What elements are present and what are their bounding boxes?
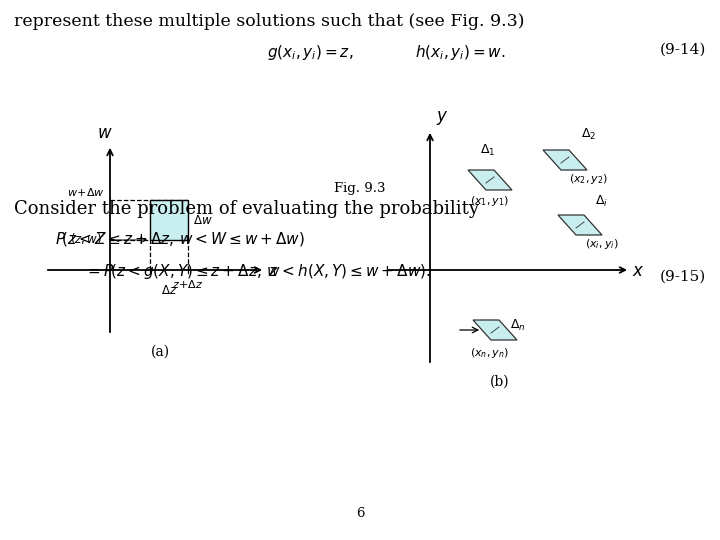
Text: (a): (a) [150, 345, 170, 359]
Polygon shape [473, 320, 517, 340]
Text: $P\!\left(z < Z \leq z+\Delta z,\, w < W \leq w+\Delta w\right)$: $P\!\left(z < Z \leq z+\Delta z,\, w < W… [55, 230, 305, 248]
Text: Consider the problem of evaluating the probability: Consider the problem of evaluating the p… [14, 200, 479, 218]
Bar [150, 200, 188, 240]
Text: (9-14): (9-14) [660, 43, 706, 57]
Text: $= P\!\left(z < g(X,Y) \leq z+\Delta z,\, w < h(X,Y) \leq w+\Delta w\right).$: $= P\!\left(z < g(X,Y) \leq z+\Delta z,\… [85, 262, 431, 281]
Polygon shape [468, 170, 512, 190]
Text: $w$: $w$ [97, 125, 113, 142]
Text: $\Delta_i$: $\Delta_i$ [595, 194, 608, 209]
Text: $\Delta z$: $\Delta z$ [161, 284, 177, 297]
Text: (9-15): (9-15) [660, 270, 706, 284]
Text: (b): (b) [490, 375, 510, 389]
Text: 6: 6 [356, 507, 364, 520]
Text: $\Delta_1$: $\Delta_1$ [480, 143, 495, 158]
Text: $z\!+\!\Delta z$: $z\!+\!\Delta z$ [172, 278, 204, 290]
Text: $\Delta w$: $\Delta w$ [193, 213, 212, 226]
Text: $(x_2, y_2)$: $(x_2, y_2)$ [569, 172, 608, 186]
Text: $w\!+\!\Delta w$: $w\!+\!\Delta w$ [67, 186, 105, 198]
Text: represent these multiple solutions such that (see Fig. 9.3): represent these multiple solutions such … [14, 13, 524, 30]
Text: $\Delta_2$: $\Delta_2$ [581, 127, 596, 142]
Text: $x$: $x$ [632, 264, 644, 280]
Text: $\Delta_n$: $\Delta_n$ [510, 318, 526, 333]
Text: $z$: $z$ [268, 265, 279, 279]
Text: $(z, w)$: $(z, w)$ [70, 231, 102, 246]
Text: Fig. 9.3: Fig. 9.3 [334, 182, 386, 195]
Text: $y$: $y$ [436, 109, 449, 127]
Polygon shape [543, 150, 587, 170]
Text: $h(x_i, y_i) = w.$: $h(x_i, y_i) = w.$ [415, 43, 505, 62]
Text: $(x_i, y_i)$: $(x_i, y_i)$ [585, 237, 618, 251]
Text: $g(x_i, y_i) = z,$: $g(x_i, y_i) = z,$ [267, 43, 354, 62]
Text: $(x_n, y_n)$: $(x_n, y_n)$ [470, 346, 509, 360]
Text: $(x_1, y_1)$: $(x_1, y_1)$ [470, 194, 509, 208]
Polygon shape [558, 215, 602, 235]
